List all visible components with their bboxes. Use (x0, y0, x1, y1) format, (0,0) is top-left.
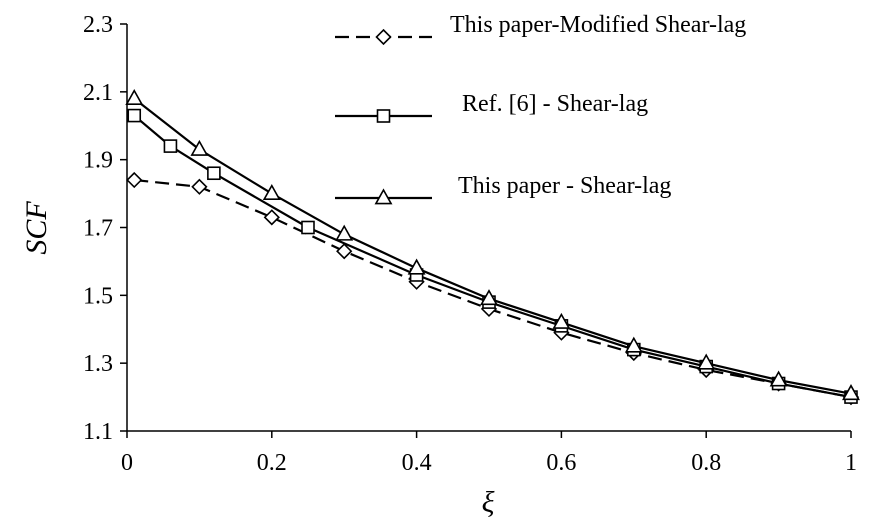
legend: This paper-Modified Shear-lag Ref. [6] - … (335, 12, 746, 205)
data-point-square (301, 220, 315, 235)
legend-entry-diamond: This paper-Modified Shear-lag (335, 12, 746, 46)
y-tick-label: 1.3 (83, 351, 113, 377)
data-point-diamond (126, 171, 143, 189)
axes: 1.1 1.3 1.5 1.7 1.9 2.1 2.3 0 0.2 0.4 0.6 0.8 1 (83, 12, 857, 476)
x-tick-label: 0 (121, 450, 133, 476)
legend-entry-square: Ref. [6] - Shear-lag (335, 91, 648, 123)
legend-label: This paper-Modified Shear-lag (450, 12, 746, 38)
data-point-triangle (842, 384, 860, 401)
series-layer (125, 88, 860, 406)
data-point-diamond (263, 209, 280, 226)
series-diamond (126, 171, 860, 406)
series-line (133, 97, 852, 395)
series-line (133, 114, 852, 399)
data-point-triangle (552, 312, 571, 329)
series-triangle (125, 88, 860, 401)
y-axis-title: SCF (20, 201, 53, 255)
data-point-triangle (769, 370, 788, 387)
x-tick-label: 0.2 (257, 450, 287, 476)
data-point-diamond (336, 243, 353, 260)
legend-label: Ref. [6] - Shear-lag (462, 91, 648, 117)
y-tick-label: 1.7 (83, 216, 113, 242)
legend-marker-triangle (374, 188, 393, 205)
data-point-square (127, 108, 142, 123)
y-tick-label: 1.5 (83, 283, 113, 309)
y-tick-label: 2.3 (83, 12, 113, 38)
data-point-triangle (624, 336, 643, 353)
data-point-square (163, 139, 178, 153)
legend-marker-square (376, 109, 391, 123)
data-point-triangle (697, 353, 716, 370)
data-point-triangle (190, 139, 209, 156)
data-point-triangle (335, 224, 354, 241)
legend-marker-diamond (375, 28, 392, 46)
y-tick-label: 2.1 (83, 80, 113, 106)
data-point-triangle (125, 88, 144, 106)
data-point-triangle (407, 258, 426, 275)
x-tick-label: 1 (845, 450, 857, 476)
data-point-triangle (480, 289, 498, 306)
x-tick-label: 0.8 (691, 450, 721, 476)
y-tick-label: 1.9 (83, 148, 113, 174)
series-line (134, 178, 852, 399)
y-tick-label: 1.1 (83, 419, 113, 445)
x-tick-label: 0.4 (402, 450, 432, 476)
x-tick-label: 0.6 (546, 450, 576, 476)
data-point-diamond (191, 178, 208, 195)
data-point-triangle (262, 183, 281, 200)
x-axis-title: ξ (482, 486, 495, 519)
legend-entry-triangle: This paper - Shear-lag (335, 173, 671, 205)
legend-label: This paper - Shear-lag (458, 173, 671, 199)
series-square (127, 108, 858, 404)
data-point-square (207, 166, 221, 181)
